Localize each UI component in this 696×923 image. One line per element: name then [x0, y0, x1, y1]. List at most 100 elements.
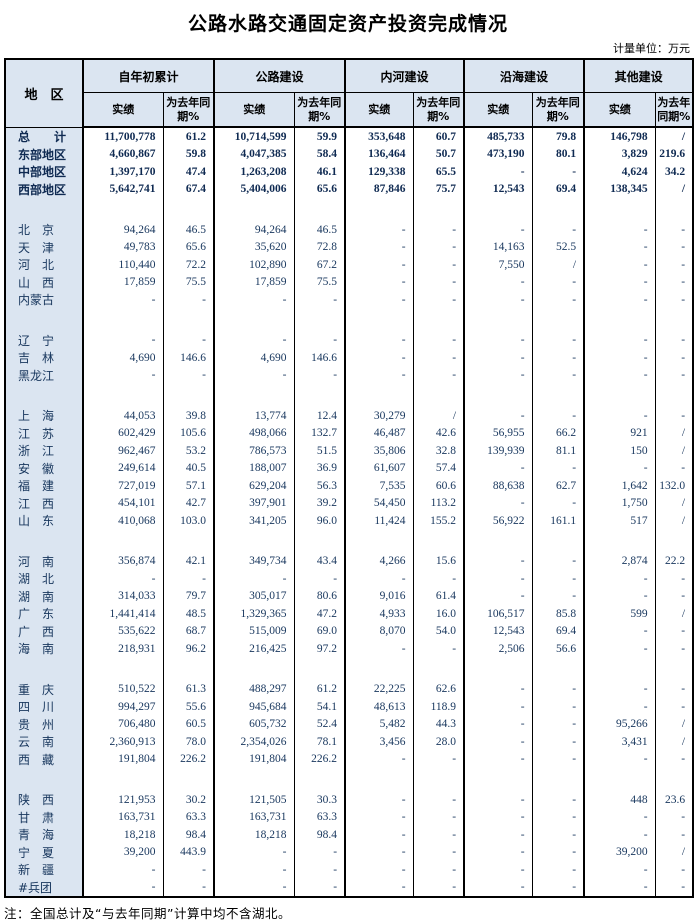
- value-cell: 1,397,170: [82, 163, 163, 181]
- value-cell: 5,642,741: [82, 180, 163, 198]
- table-row: 浙 江 962,467 53.2 786,573 51.5 35,806 32.8 139,9…: [5, 442, 694, 460]
- investment-table: 地 区 自年初累计 公路建设 内河建设 沿海建设 其他建设 实绩 为去年同期% …: [4, 58, 695, 898]
- value-cell: -: [531, 494, 585, 512]
- table-row: 福 建 727,019 57.1 629,204 56.3 7,535 60.6 88,638…: [5, 477, 694, 495]
- value-cell: 3,456: [344, 733, 414, 751]
- value-cell: [463, 384, 533, 407]
- value-cell: /: [654, 843, 694, 861]
- value-cell: [293, 529, 346, 553]
- value-cell: -: [412, 273, 465, 291]
- value-cell: -: [463, 291, 533, 309]
- table-row: 总 计 11,700,778 61.2 10,714,599 59.9 353,648 60…: [5, 127, 694, 146]
- subheader-actual: 实绩: [583, 92, 656, 128]
- value-cell: -: [583, 238, 656, 256]
- value-cell: /: [531, 256, 585, 274]
- value-cell: -: [293, 843, 346, 861]
- value-cell: 1,642: [583, 477, 656, 495]
- value-cell: 85.8: [531, 605, 585, 623]
- value-cell: 94,264: [82, 221, 163, 239]
- value-cell: 410,068: [82, 512, 163, 530]
- value-cell: 46,487: [344, 424, 414, 442]
- value-cell: -: [82, 291, 163, 309]
- value-cell: 1,750: [583, 494, 656, 512]
- value-cell: 12,543: [463, 180, 533, 198]
- value-cell: -: [344, 791, 414, 809]
- value-cell: 95,266: [583, 715, 656, 733]
- value-cell: 59.9: [293, 127, 346, 146]
- value-cell: 138,345: [583, 180, 656, 198]
- value-cell: 56.6: [531, 640, 585, 658]
- table-row: 重 庆 510,522 61.3 488,297 61.2 22,225 62.6- - - -: [5, 680, 694, 698]
- value-cell: -: [213, 291, 295, 309]
- value-cell: 945,684: [213, 698, 295, 716]
- value-cell: [654, 768, 694, 791]
- value-cell: -: [412, 750, 465, 768]
- value-cell: [412, 308, 465, 332]
- region-cell: 西部地区: [5, 180, 84, 198]
- value-cell: -: [412, 291, 465, 309]
- region-cell: 天 津: [5, 238, 84, 256]
- value-cell: 30.2: [162, 791, 215, 809]
- value-cell: 4,690: [213, 349, 295, 367]
- region-cell: 陕 西: [5, 791, 84, 809]
- value-cell: -: [293, 366, 346, 384]
- value-cell: -: [531, 733, 585, 751]
- table-row: 宁 夏 39,200 443.9- - - - - -39,200/: [5, 843, 694, 861]
- table-row: 新 疆----------: [5, 861, 694, 879]
- value-cell: -: [583, 459, 656, 477]
- value-cell: 727,019: [82, 477, 163, 495]
- value-cell: -: [531, 826, 585, 844]
- value-cell: -: [654, 680, 694, 698]
- value-cell: 49,783: [82, 238, 163, 256]
- region-cell: 东部地区: [5, 145, 84, 163]
- value-cell: -: [213, 861, 295, 879]
- value-cell: 2,874: [583, 552, 656, 570]
- value-cell: [293, 198, 346, 221]
- value-cell: 4,266: [344, 552, 414, 570]
- value-cell: -: [654, 459, 694, 477]
- value-cell: -: [463, 349, 533, 367]
- value-cell: [583, 198, 656, 221]
- value-cell: 12.4: [293, 407, 346, 425]
- value-cell: 139,939: [463, 442, 533, 460]
- table-row: 内蒙古 - - - - - - - - - -: [5, 291, 694, 309]
- value-cell: [463, 529, 533, 553]
- value-cell: 216,425: [213, 640, 295, 658]
- value-cell: 7,550: [463, 256, 533, 274]
- value-cell: -: [531, 715, 585, 733]
- value-cell: -: [583, 291, 656, 309]
- value-cell: /: [412, 407, 465, 425]
- value-cell: -: [531, 750, 585, 768]
- table-row: 山 东 410,068 103.0 341,205 96.0 11,424 155.2 56,…: [5, 512, 694, 530]
- value-cell: -: [583, 622, 656, 640]
- table-row: 四 川 994,297 55.6 945,684 54.1 48,613 118.9- - - -: [5, 698, 694, 716]
- value-cell: -: [82, 861, 163, 879]
- value-cell: -: [412, 808, 465, 826]
- value-cell: -: [213, 843, 295, 861]
- spacer-row: [5, 384, 694, 407]
- value-cell: 96.0: [293, 512, 346, 530]
- value-cell: -: [344, 843, 414, 861]
- value-cell: 341,205: [213, 512, 295, 530]
- value-cell: -: [344, 256, 414, 274]
- value-cell: 66.2: [531, 424, 585, 442]
- value-cell: [293, 768, 346, 791]
- region-cell: 辽 宁: [5, 331, 84, 349]
- value-cell: 510,522: [82, 680, 163, 698]
- value-cell: 921: [583, 424, 656, 442]
- value-cell: 249,614: [82, 459, 163, 477]
- value-cell: -: [463, 163, 533, 181]
- table-row: 西 藏 191,804 226.2 191,804 226.2- - - - - -: [5, 750, 694, 768]
- table-row: 吉 林 4,690 146.6 4,690 146.6- - - - - -: [5, 349, 694, 367]
- value-cell: -: [583, 750, 656, 768]
- subheader-yoy: 为去年同期%: [162, 92, 215, 128]
- value-cell: 219.6: [654, 145, 694, 163]
- region-cell: [5, 308, 84, 332]
- value-cell: 599: [583, 605, 656, 623]
- value-cell: -: [344, 861, 414, 879]
- value-cell: -: [463, 552, 533, 570]
- value-cell: -: [463, 587, 533, 605]
- value-cell: 132.0: [654, 477, 694, 495]
- value-cell: 188,007: [213, 459, 295, 477]
- value-cell: -: [463, 221, 533, 239]
